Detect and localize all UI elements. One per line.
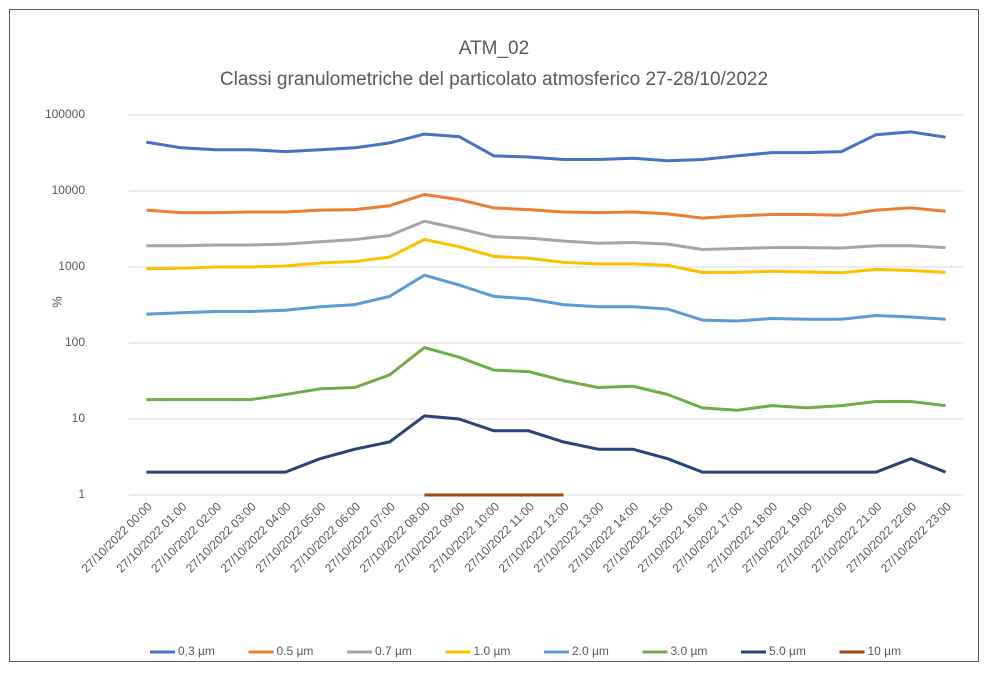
series-line: [146, 273, 946, 323]
legend-label: 0.7 µm: [375, 644, 412, 658]
legend-label: 10 µm: [868, 644, 902, 658]
series-line: [146, 219, 946, 251]
series-line: [146, 346, 946, 412]
series-line: [146, 414, 947, 474]
legend-label: 1.0 µm: [474, 644, 511, 658]
series-line: [146, 238, 946, 275]
legend-label: 5.0 µm: [769, 644, 806, 658]
y-tick-label: 10000: [52, 183, 86, 197]
y-tick-label: 1: [78, 487, 85, 501]
legend-label: 3.0 µm: [671, 644, 708, 658]
legend-label: 0,3 µm: [178, 644, 215, 658]
legend-label: 2.0 µm: [572, 644, 609, 658]
legend-label: 0.5 µm: [277, 644, 314, 658]
chart-frame: [9, 9, 979, 662]
y-tick-label: 1000: [58, 259, 85, 273]
chart-title: ATM_02: [459, 38, 529, 59]
y-tick-label: 10: [72, 411, 86, 425]
series-line: [146, 193, 946, 220]
y-tick-label: 100: [65, 335, 85, 349]
chart-subtitle: Classi granulometriche del particolato a…: [220, 69, 768, 90]
y-tick-label: 100000: [45, 107, 85, 121]
y-axis-label: %: [49, 296, 64, 308]
series-line: [146, 130, 946, 163]
